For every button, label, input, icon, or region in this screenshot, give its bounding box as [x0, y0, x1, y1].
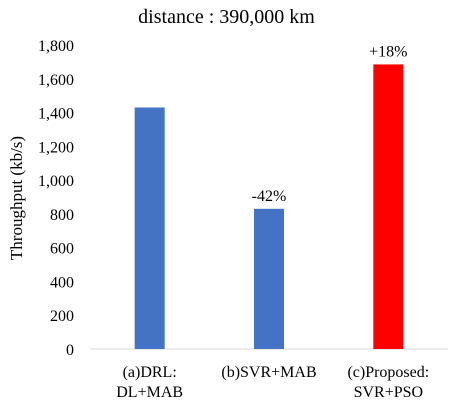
x-tick-label: DL+MAB — [116, 384, 183, 401]
bar-annotation: +18% — [369, 43, 407, 60]
x-tick-label: (b)SVR+MAB — [221, 364, 316, 381]
bar — [373, 64, 404, 349]
y-tick-label: 800 — [50, 207, 74, 224]
x-tick-label: (c)Proposed: — [347, 364, 429, 381]
x-tick-label: SVR+PSO — [354, 384, 424, 401]
y-tick-label: 600 — [50, 241, 74, 258]
y-ticks: 0 200 400 600 800 1,000 1,200 1,400 1,600 1,800 — [38, 38, 74, 359]
bar-annotations: -42% +18% — [252, 43, 408, 204]
y-axis-label: Throughput (kb/s) — [7, 136, 26, 260]
y-tick-label: 1,800 — [38, 38, 74, 55]
x-tick-label: (a)DRL: — [123, 364, 177, 381]
bars — [134, 64, 404, 349]
bar-annotation: -42% — [252, 188, 287, 205]
y-tick-label: 1,000 — [38, 173, 74, 190]
x-ticks: (a)DRL: DL+MAB (b)SVR+MAB (c)Proposed: SVR+P… — [116, 364, 429, 401]
y-tick-label: 0 — [66, 342, 74, 359]
y-tick-label: 1,600 — [38, 72, 74, 89]
y-tick-label: 400 — [50, 274, 74, 291]
chart-title: distance : 390,000 km — [138, 6, 315, 28]
bar — [254, 208, 284, 349]
y-tick-label: 1,200 — [38, 139, 74, 156]
y-tick-label: 1,400 — [38, 106, 74, 123]
bar — [134, 107, 165, 349]
y-tick-label: 200 — [50, 308, 74, 325]
